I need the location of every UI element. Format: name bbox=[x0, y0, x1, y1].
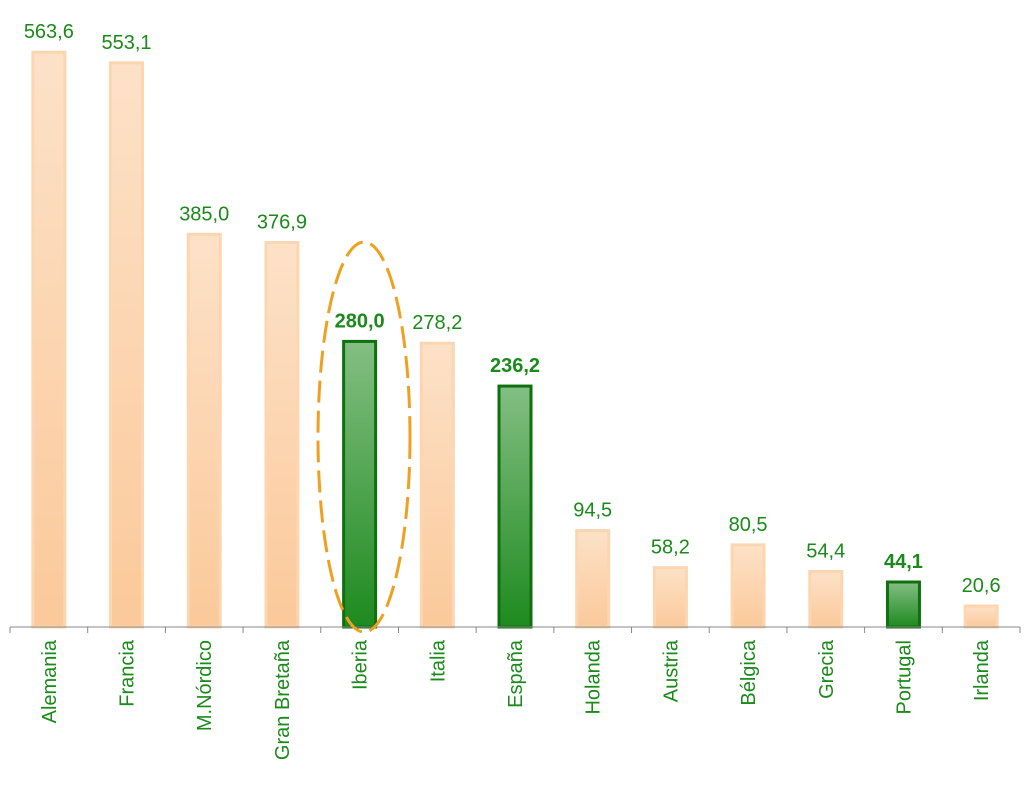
x-tick-label: Portugal bbox=[893, 640, 915, 715]
value-label: 553,1 bbox=[102, 32, 152, 54]
value-label: 280,0 bbox=[335, 310, 385, 332]
value-label: 236,2 bbox=[490, 355, 540, 377]
bar bbox=[31, 50, 67, 629]
bar bbox=[109, 61, 145, 629]
x-tick-label: España bbox=[505, 639, 527, 708]
x-tick-label: Holanda bbox=[583, 639, 605, 714]
x-tick-label: Alemania bbox=[39, 639, 61, 723]
bar bbox=[730, 543, 766, 629]
bar bbox=[885, 580, 921, 629]
x-tick-label: Francia bbox=[117, 639, 139, 707]
value-label: 385,0 bbox=[179, 203, 229, 225]
value-label: 94,5 bbox=[573, 500, 612, 522]
value-label: 58,2 bbox=[651, 537, 690, 559]
x-tick-label: Iberia bbox=[350, 639, 372, 690]
value-label: 44,1 bbox=[884, 551, 923, 573]
x-tick-label: Italia bbox=[427, 639, 449, 682]
bar bbox=[652, 566, 688, 629]
bar bbox=[808, 570, 844, 629]
value-label: 278,2 bbox=[412, 312, 462, 334]
bar bbox=[186, 232, 222, 629]
x-tick-label: M.Nórdico bbox=[194, 640, 216, 731]
value-label: 20,6 bbox=[962, 575, 1001, 597]
bar bbox=[342, 339, 378, 629]
value-label: 54,4 bbox=[806, 541, 845, 563]
x-tick-label: Austria bbox=[660, 639, 682, 702]
x-tick-label: Bélgica bbox=[738, 639, 760, 705]
x-tick-label: Gran Bretaña bbox=[272, 639, 294, 760]
bar bbox=[419, 341, 455, 629]
bar bbox=[575, 529, 611, 629]
bar bbox=[963, 604, 999, 629]
value-label: 563,6 bbox=[24, 21, 74, 43]
x-tick-label: Irlanda bbox=[971, 639, 993, 701]
value-label: 376,9 bbox=[257, 212, 307, 234]
x-tick-label: Grecia bbox=[816, 639, 838, 699]
value-label: 80,5 bbox=[729, 514, 768, 536]
highlight-ellipse bbox=[316, 240, 412, 634]
bar bbox=[497, 384, 533, 629]
bar bbox=[264, 241, 300, 629]
